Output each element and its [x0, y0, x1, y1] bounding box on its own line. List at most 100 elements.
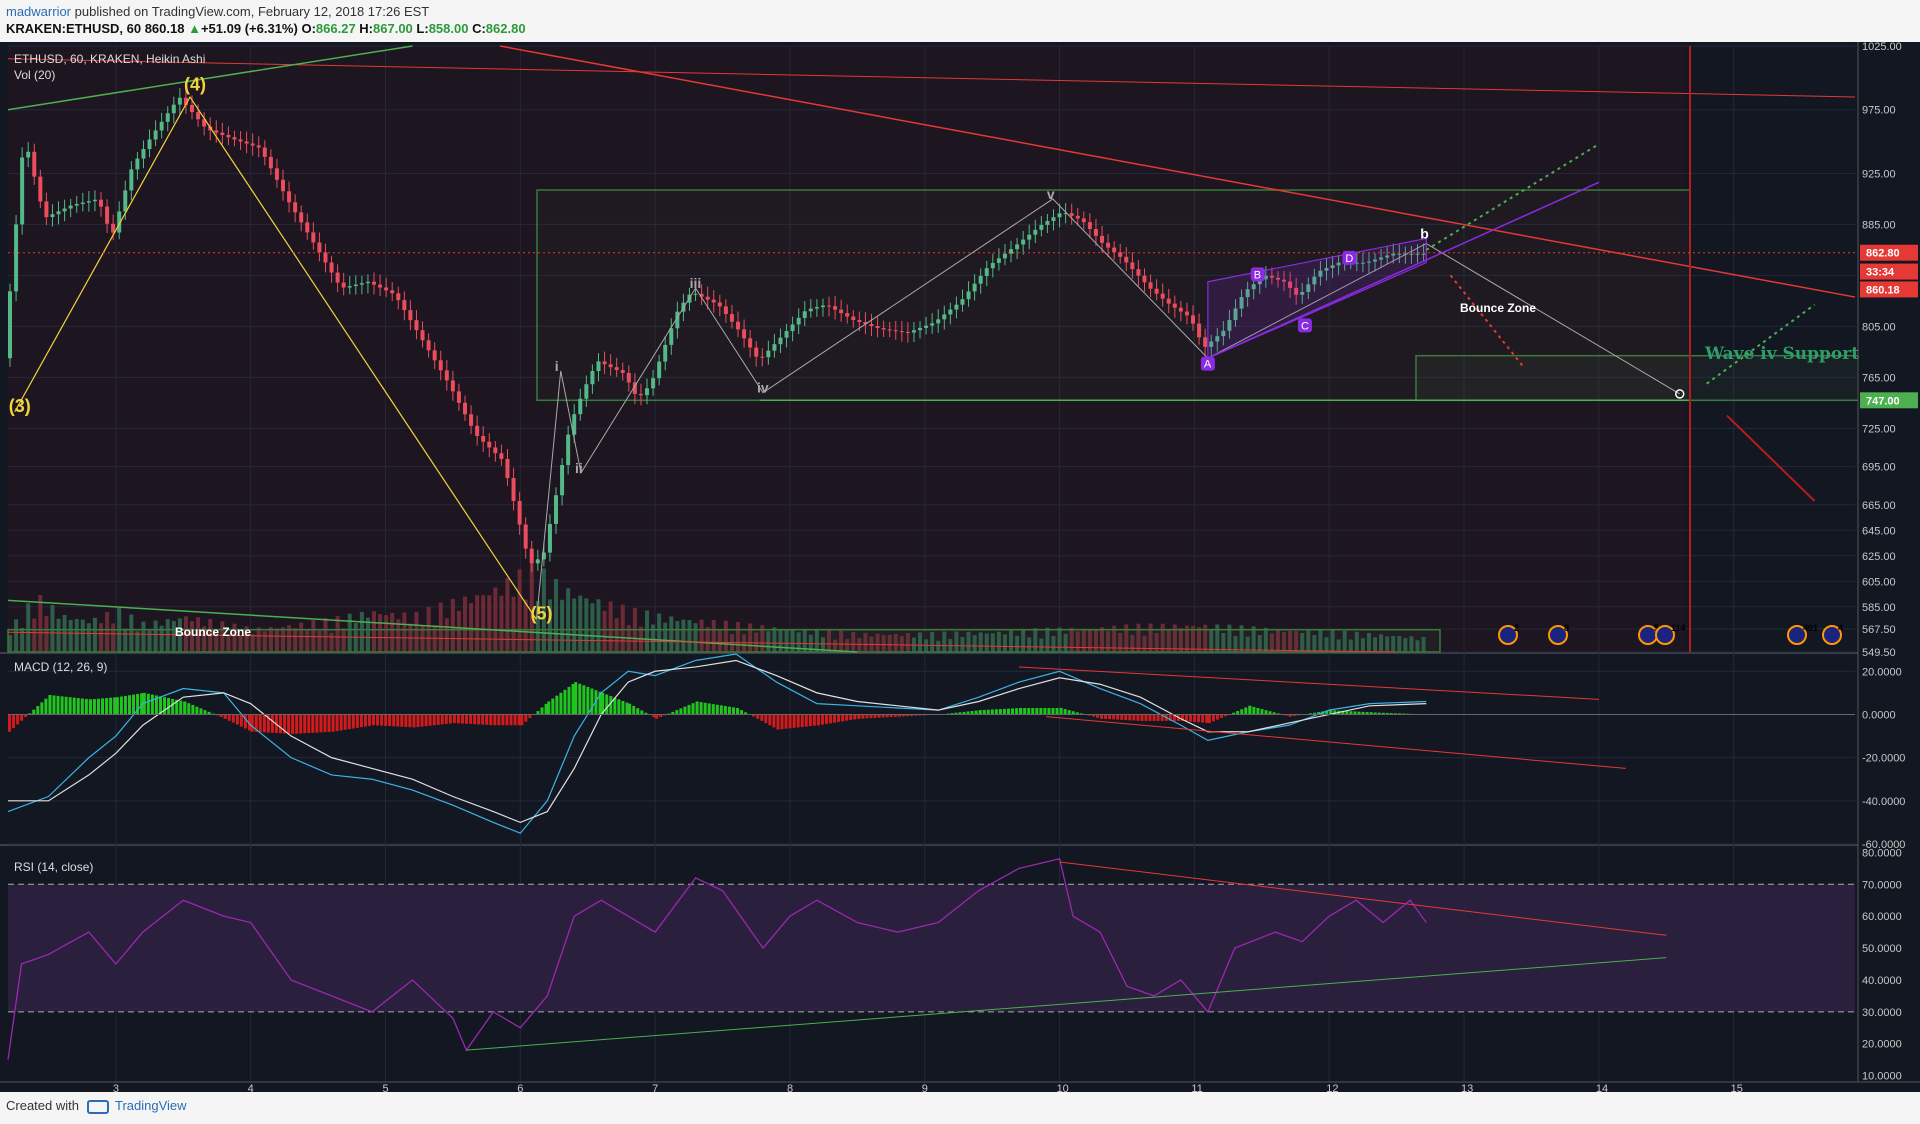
- volume-label: Vol (20): [14, 68, 55, 82]
- macd-histogram-bar: [372, 714, 376, 726]
- volume-bar: [1263, 627, 1268, 652]
- volume-bar: [887, 634, 892, 652]
- macd-histogram-bar: [132, 694, 136, 715]
- volume-bar: [1172, 624, 1177, 652]
- volume-bar: [384, 615, 389, 652]
- candle-body: [190, 104, 195, 113]
- macd-histogram-bar: [183, 701, 187, 715]
- macd-histogram-bar: [96, 698, 100, 715]
- volume-bar: [566, 588, 571, 652]
- macd-histogram-bar: [1207, 714, 1211, 724]
- volume-bar: [226, 635, 231, 652]
- macd-histogram-bar: [574, 682, 578, 715]
- macd-histogram-bar: [707, 703, 711, 715]
- time-tick: 11: [1191, 1083, 1202, 1092]
- volume-bar: [1385, 636, 1390, 652]
- volume-bar: [905, 633, 910, 652]
- macd-histogram-bar: [16, 714, 20, 725]
- candle-body: [1191, 315, 1196, 324]
- author-link[interactable]: madwarrior: [6, 4, 72, 19]
- macd-histogram-bar: [744, 712, 748, 715]
- volume-bar: [875, 633, 880, 652]
- volume-bar: [693, 623, 698, 652]
- candle-body: [784, 331, 789, 338]
- candle-body: [268, 156, 273, 169]
- trend-line-red-bottom: [7, 631, 1397, 653]
- candle-body: [711, 299, 716, 303]
- price-tag-text-close: 860.18: [1866, 284, 1900, 296]
- volume-bar: [8, 635, 12, 652]
- chart-area[interactable]: 1025.00975.00925.00885.00845.00805.00765…: [0, 42, 1920, 1092]
- macd-histogram-bar: [1011, 708, 1015, 715]
- candle-body: [978, 275, 983, 284]
- macd-histogram-bar: [105, 698, 109, 715]
- macd-histogram-bar: [1027, 707, 1031, 715]
- event-flag-icon[interactable]: [1655, 625, 1675, 645]
- macd-histogram-bar: [764, 714, 768, 724]
- volume-bar: [1100, 627, 1105, 652]
- macd-histogram-bar: [816, 714, 820, 726]
- macd-histogram-bar: [877, 714, 881, 718]
- event-flag-icon[interactable]: [1822, 625, 1842, 645]
- macd-histogram-bar: [1144, 714, 1148, 721]
- volume-bar: [299, 622, 304, 652]
- price-tick: 975.00: [1862, 105, 1896, 117]
- volume-bar: [560, 599, 565, 652]
- macd-histogram-bar: [1264, 710, 1268, 715]
- candle-body: [1112, 247, 1117, 253]
- volume-bar: [1033, 628, 1038, 652]
- candle-body: [384, 287, 389, 291]
- rsi-tick: 40.0000: [1862, 975, 1902, 987]
- candle-body: [20, 157, 25, 225]
- volume-bar: [675, 621, 680, 652]
- macd-histogram-bar: [291, 714, 295, 734]
- volume-bar: [1209, 630, 1214, 652]
- macd-histogram-bar: [796, 714, 800, 728]
- price-tick: 665.00: [1862, 500, 1896, 512]
- macd-histogram-bar: [440, 714, 444, 725]
- macd-histogram-bar: [150, 694, 154, 715]
- candle-body: [1288, 281, 1293, 288]
- event-flag-icon[interactable]: [1787, 625, 1807, 645]
- candle-body: [390, 290, 395, 294]
- volume-bar: [602, 610, 607, 652]
- candle-body: [220, 132, 225, 135]
- macd-histogram-bar: [1232, 712, 1236, 715]
- candle-body: [86, 201, 91, 203]
- macd-histogram-bar: [219, 714, 223, 718]
- candle-body: [311, 232, 316, 243]
- candle-body: [717, 302, 722, 307]
- macd-histogram-bar: [266, 714, 270, 733]
- candle-body: [796, 317, 801, 325]
- event-flag-icon[interactable]: [1498, 625, 1518, 645]
- event-flag-icon[interactable]: [1548, 625, 1568, 645]
- volume-bar: [105, 612, 110, 652]
- macd-histogram-bar: [1156, 714, 1160, 721]
- tradingview-link[interactable]: TradingView: [114, 1098, 187, 1113]
- volume-bar: [505, 578, 510, 652]
- candle-body: [1142, 275, 1147, 283]
- candle-body: [1160, 293, 1165, 299]
- candle-body: [584, 384, 589, 399]
- volume-bar: [541, 568, 546, 652]
- time-tick: 10: [1057, 1083, 1069, 1092]
- candle-body: [911, 330, 916, 333]
- macd-histogram-bar: [885, 714, 889, 718]
- candle-body: [183, 97, 188, 105]
- candle-body: [62, 208, 67, 212]
- macd-histogram-bar: [64, 696, 68, 715]
- price-tick: 567.50: [1862, 624, 1896, 636]
- macd-histogram-bar: [731, 707, 735, 715]
- wave-label-A: A: [1204, 359, 1212, 371]
- volume-bar: [214, 631, 219, 652]
- volume-bar: [857, 637, 862, 652]
- volume-bar: [1178, 628, 1183, 652]
- wave-iv-support-label: Wave iv Support: [1704, 344, 1859, 364]
- volume-bar: [511, 596, 516, 652]
- macd-histogram-bar: [582, 685, 586, 715]
- volume-bar: [347, 613, 352, 652]
- price-tag-countdown: [1860, 263, 1918, 280]
- macd-histogram-bar: [465, 714, 469, 724]
- candle-body: [1106, 242, 1111, 248]
- volume-bar: [256, 627, 261, 652]
